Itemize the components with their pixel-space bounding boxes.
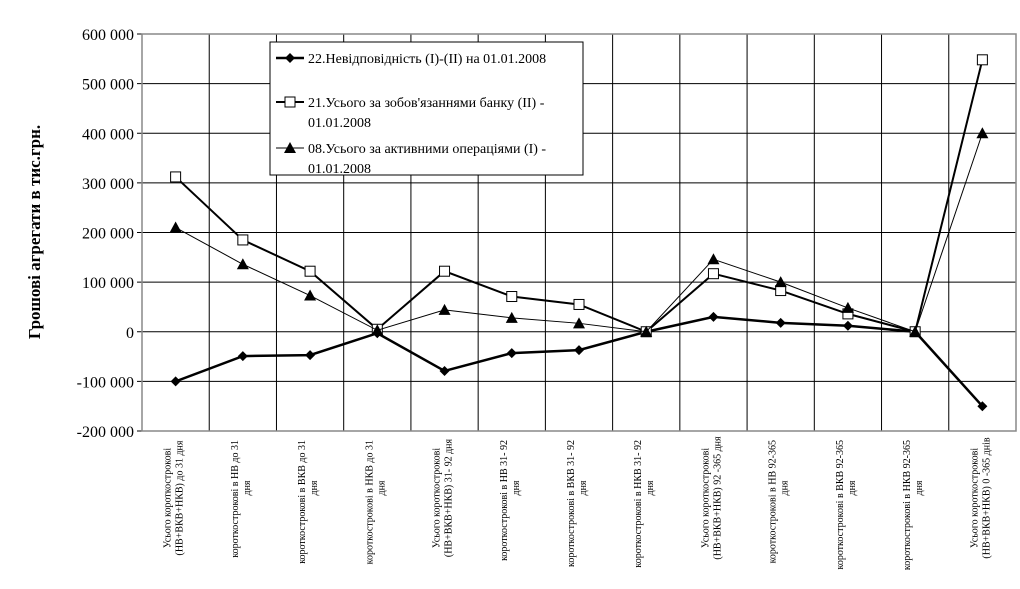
x-tick-label: (НВ+ВКВ+НКВ) 92 -365 дня — [712, 436, 723, 560]
x-tick-label: дня — [376, 480, 387, 495]
square-marker — [284, 96, 296, 108]
square-marker — [304, 265, 316, 277]
triangle-marker — [976, 127, 989, 139]
diamond-marker — [842, 320, 853, 331]
x-tick-label: короткострокові в НКВ до 31 — [364, 440, 375, 564]
legend-label: 01.01.2008 — [308, 116, 371, 131]
diamond-marker — [285, 53, 295, 63]
diamond-marker — [305, 350, 316, 361]
y-tick-label: -200 000 — [77, 424, 134, 441]
triangle-marker — [774, 276, 787, 288]
x-tick-label: (НВ+ВКВ+НКВ) 31- 92 дня — [444, 438, 455, 557]
x-tick-label: (НВ+ВКВ+НКВ) до 31 дня — [175, 440, 186, 555]
diamond-marker — [237, 351, 248, 362]
triangle-marker — [236, 258, 249, 270]
triangle-marker — [573, 317, 585, 329]
triangle-marker — [505, 311, 518, 323]
x-tick-label: дня — [511, 480, 522, 495]
diamond-marker — [506, 348, 517, 359]
x-tick-label: дня — [645, 480, 656, 495]
triangle-marker — [841, 301, 854, 313]
x-tick-label: дня — [847, 480, 858, 495]
triangle-marker — [371, 324, 384, 336]
y-tick-label: -100 000 — [77, 374, 134, 391]
y-tick-label: 600 000 — [82, 27, 134, 44]
y-tick-label: 300 000 — [82, 176, 134, 193]
x-tick-label: короткострокові в ВКВ 31- 92 — [566, 440, 577, 567]
x-tick-label: дня — [914, 480, 925, 495]
square-marker — [976, 54, 988, 66]
triangle-marker — [284, 142, 296, 153]
x-tick-label: дня — [780, 480, 791, 495]
x-tick-label: Усього короткострокові — [163, 448, 174, 548]
legend-label: 01.01.2008 — [308, 162, 371, 177]
triangle-marker — [707, 253, 720, 265]
diamond-marker — [170, 376, 181, 387]
diamond-marker — [775, 317, 786, 328]
x-tick-label: короткострокові в ВКВ 92-365 — [835, 440, 846, 570]
x-tick-label: Усього короткострокові — [700, 448, 711, 548]
y-tick-label: 200 000 — [82, 226, 134, 243]
diamond-marker — [977, 401, 988, 412]
square-marker — [707, 268, 719, 280]
x-tick-label: короткострокові в НКВ 31- 92 — [633, 440, 644, 568]
legend-box — [269, 41, 584, 176]
legend-label: 08.Усього за активними операціями (I) - — [308, 142, 546, 157]
triangle-marker — [169, 221, 182, 233]
x-tick-label: (НВ+ВКВ+НКВ) 0 -365 днів — [981, 437, 992, 558]
triangle-marker — [909, 325, 922, 337]
diamond-marker — [574, 345, 584, 356]
x-tick-label: короткострокові в НВ 31- 92 — [499, 440, 510, 561]
square-marker — [170, 171, 182, 183]
diamond-marker — [439, 365, 450, 376]
square-marker — [439, 265, 451, 277]
triangle-marker — [304, 289, 317, 301]
triangle-marker — [640, 325, 653, 337]
x-tick-label: короткострокові в ВКВ до 31 — [297, 440, 308, 564]
y-axis-label: Грошові агрегати в тис.грн. — [25, 125, 44, 339]
y-tick-label: 500 000 — [82, 77, 134, 94]
series-line — [175, 315, 984, 408]
y-tick-label: 400 000 — [82, 126, 134, 143]
diamond-marker — [708, 311, 719, 322]
x-tick-label: короткострокові в НВ до 31 — [230, 440, 241, 558]
legend-label: 21.Усього за зобов'язаннями банку (II) - — [308, 96, 545, 111]
x-tick-label: дня — [309, 480, 320, 495]
x-tick-label: Усього короткострокові — [969, 448, 980, 548]
legend-label: 22.Невідповідність (I)-(II) на 01.01.200… — [308, 52, 546, 67]
square-marker — [573, 298, 585, 310]
x-tick-label: короткострокові в НКВ 92-365 — [902, 440, 913, 570]
x-tick-label: короткострокові в НВ 92-365 — [768, 440, 779, 563]
plot-area — [141, 33, 1017, 432]
y-tick-label: 100 000 — [82, 275, 134, 292]
x-tick-label: дня — [578, 480, 589, 495]
square-marker — [237, 234, 249, 246]
x-tick-label: дня — [242, 480, 253, 495]
x-tick-label: Усього короткострокові — [432, 448, 443, 548]
y-tick-label: 0 — [126, 325, 134, 342]
triangle-marker — [438, 303, 451, 315]
square-marker — [506, 291, 518, 303]
